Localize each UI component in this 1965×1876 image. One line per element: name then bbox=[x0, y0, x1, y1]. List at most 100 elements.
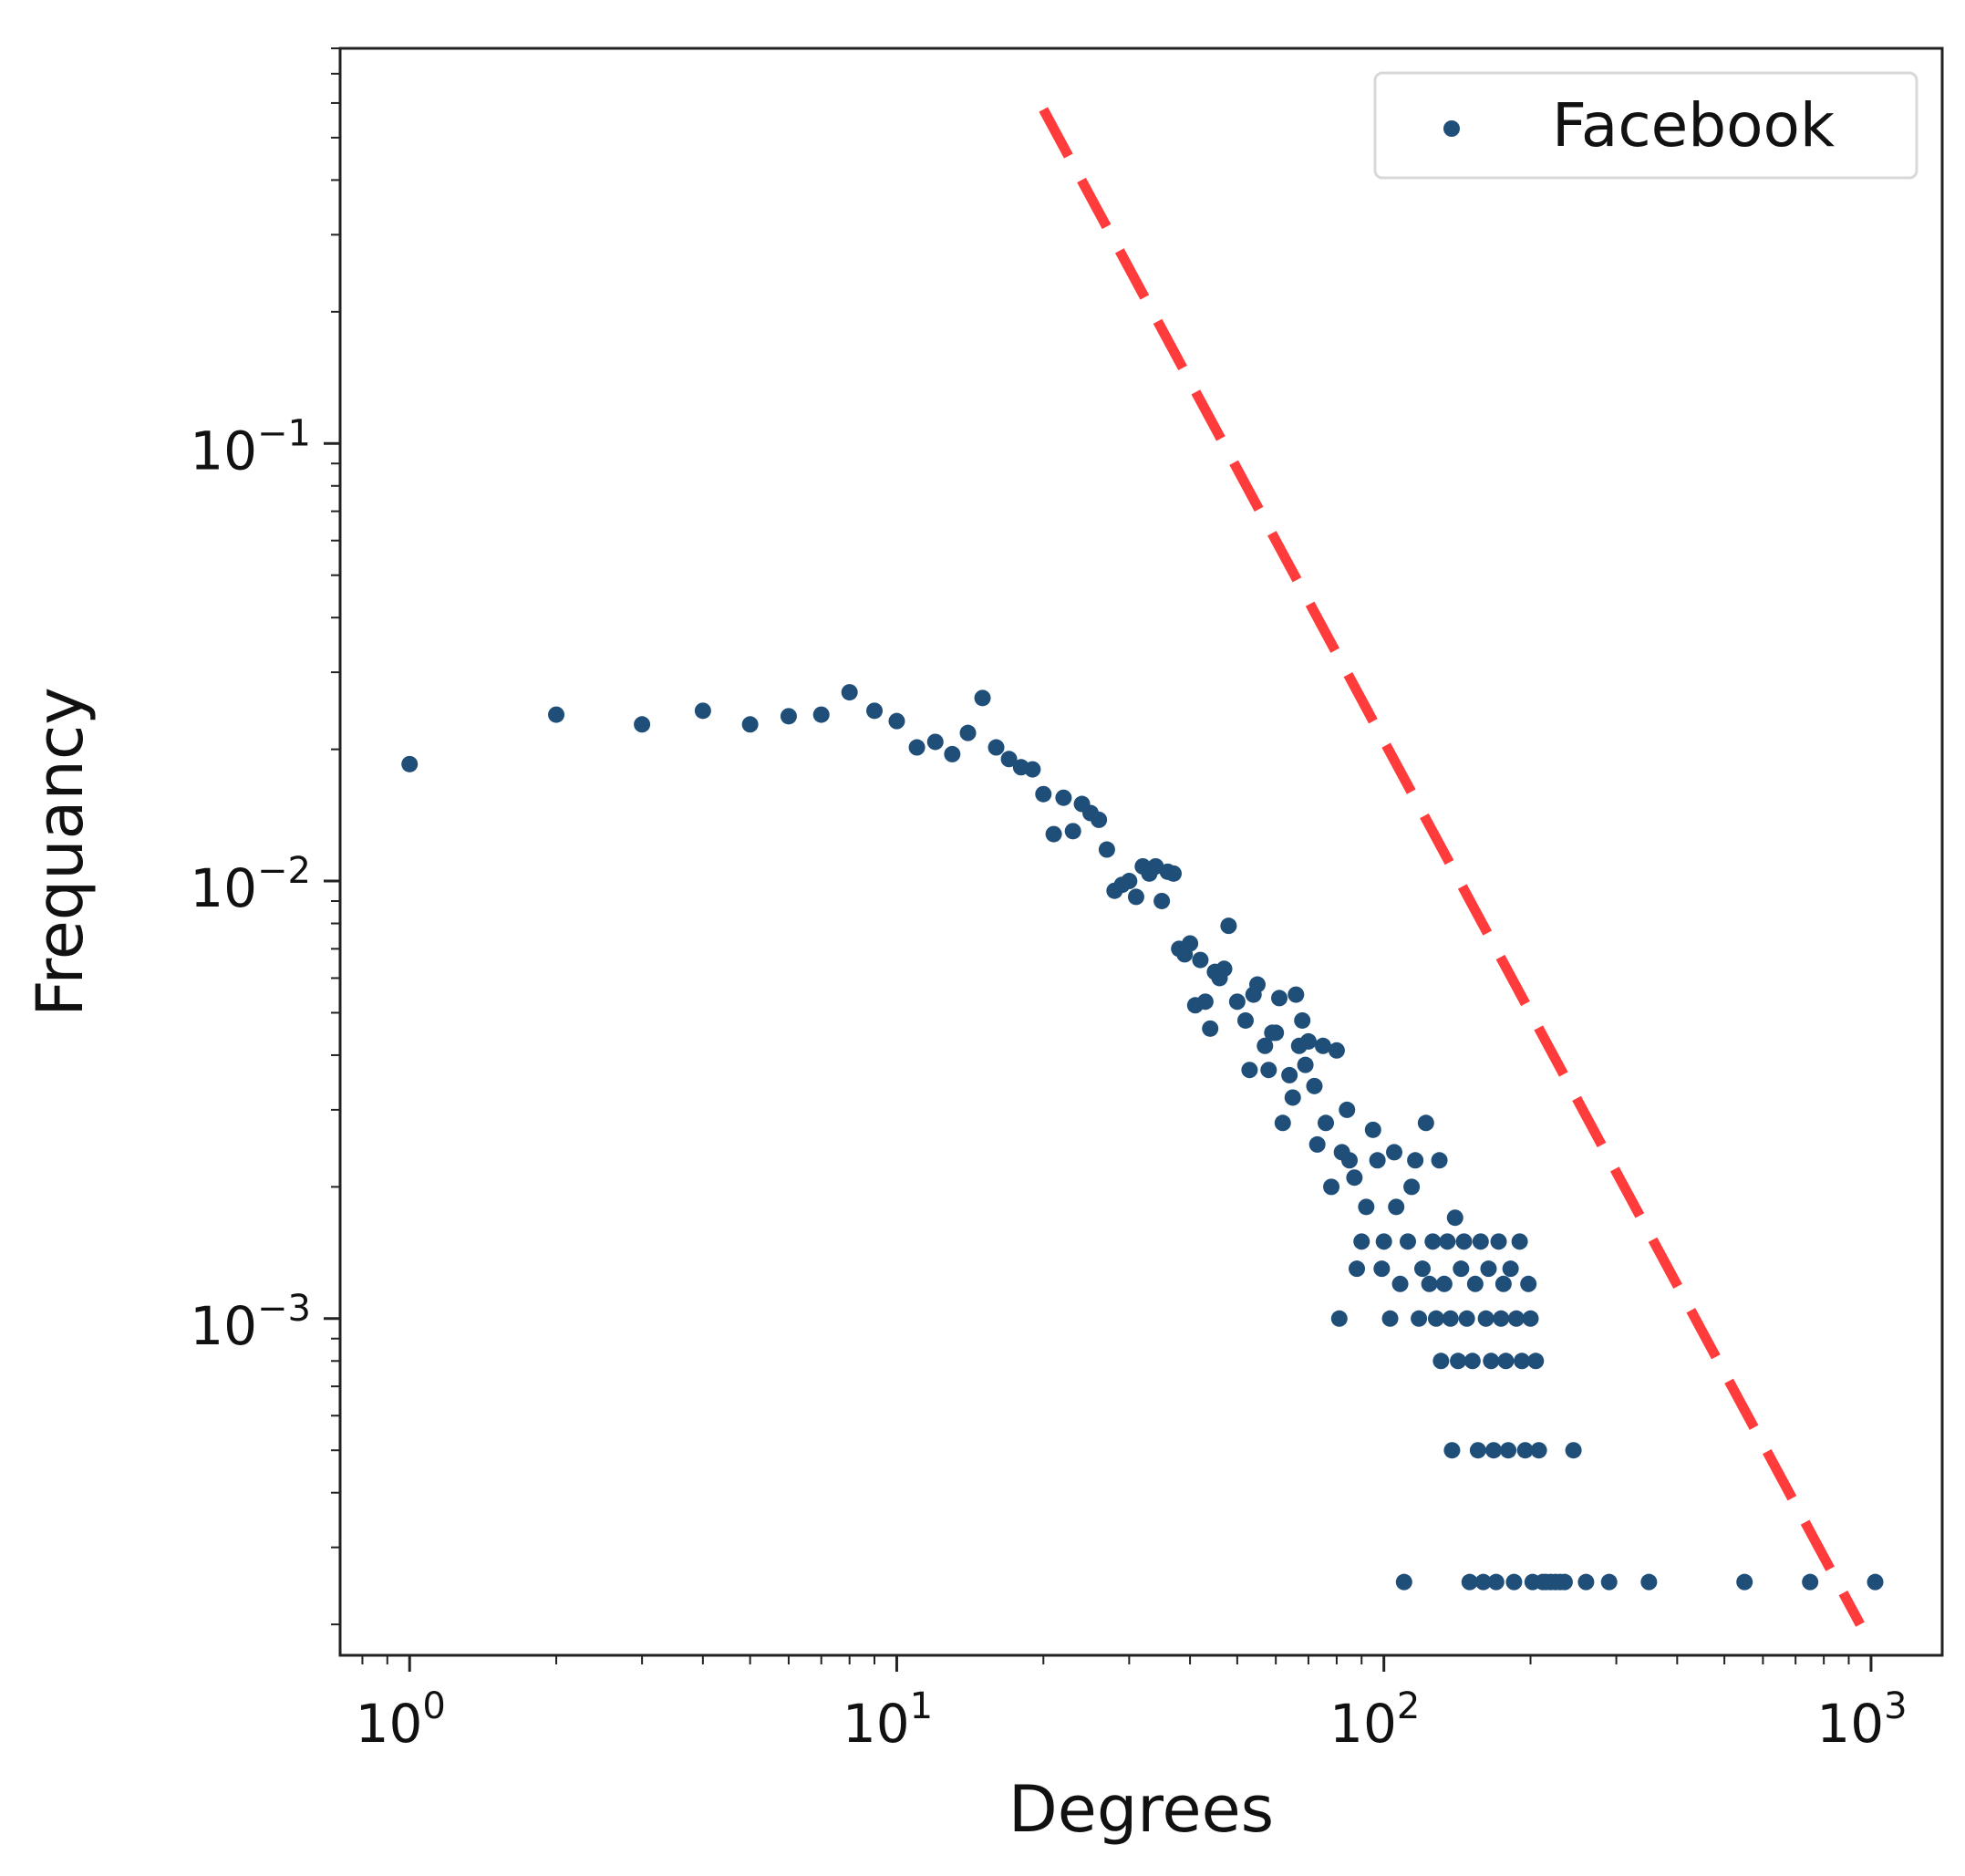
scatter-point bbox=[1349, 1260, 1366, 1278]
scatter-point bbox=[1395, 1573, 1412, 1591]
scatter-point bbox=[1442, 1310, 1459, 1327]
plot-frame bbox=[338, 47, 1944, 1657]
scatter-point bbox=[1386, 1144, 1403, 1161]
scatter-point bbox=[1373, 1260, 1391, 1278]
scatter-point bbox=[1417, 1114, 1434, 1132]
y-tick-label: 10−2 bbox=[190, 850, 311, 919]
scatter-point bbox=[1299, 1032, 1317, 1050]
scatter-point bbox=[1483, 1353, 1500, 1370]
scatter-point bbox=[1375, 1233, 1392, 1250]
scatter-point bbox=[1388, 1198, 1405, 1216]
scatter-point bbox=[1098, 841, 1115, 858]
scatter-point bbox=[1220, 917, 1237, 935]
scatter-point bbox=[1328, 1042, 1345, 1059]
scatter-point bbox=[1369, 1152, 1386, 1169]
scatter-point bbox=[1516, 1442, 1534, 1459]
scatter-point bbox=[1802, 1573, 1819, 1591]
scatter-point bbox=[866, 702, 884, 720]
scatter-point bbox=[1314, 1037, 1331, 1054]
scatter-point bbox=[1505, 1573, 1523, 1591]
scatter-point bbox=[1463, 1353, 1481, 1370]
scatter-point bbox=[1640, 1573, 1658, 1591]
scatter-point bbox=[634, 716, 651, 733]
scatter-point bbox=[1182, 935, 1199, 952]
scatter-point bbox=[959, 724, 977, 741]
scatter-point bbox=[1477, 1310, 1494, 1327]
scatter-point bbox=[944, 745, 961, 762]
scatter-point bbox=[1500, 1442, 1517, 1459]
scatter-point bbox=[1281, 1066, 1298, 1083]
scatter-point bbox=[1450, 1353, 1467, 1370]
scatter-point bbox=[1297, 1056, 1314, 1073]
y-axis-title: Frequancy bbox=[23, 687, 98, 1016]
scatter-point bbox=[1045, 825, 1062, 843]
scatter-point bbox=[1091, 811, 1108, 828]
scatter-point bbox=[1530, 1442, 1547, 1459]
scatter-point bbox=[1494, 1275, 1512, 1292]
legend-marker-facebook bbox=[1443, 120, 1460, 137]
scatter-point bbox=[548, 706, 565, 723]
scatter-point bbox=[1472, 1233, 1489, 1250]
scatter-point bbox=[812, 706, 830, 723]
scatter-point bbox=[1346, 1169, 1363, 1187]
scatter-point bbox=[1736, 1573, 1753, 1591]
legend-label-facebook: Facebook bbox=[1552, 90, 1836, 161]
scatter-point bbox=[1527, 1353, 1545, 1370]
legend-box bbox=[1373, 71, 1918, 180]
scatter-point bbox=[1271, 990, 1288, 1007]
scatter-point bbox=[1424, 1233, 1442, 1250]
scatter-point bbox=[1421, 1275, 1438, 1292]
scatter-point bbox=[1522, 1310, 1539, 1327]
scatter-point bbox=[1399, 1233, 1416, 1250]
scatter-point bbox=[1257, 1037, 1274, 1054]
scatter-point bbox=[1432, 1353, 1450, 1370]
scatter-point bbox=[1474, 1573, 1492, 1591]
scatter-point bbox=[1565, 1442, 1582, 1459]
scatter-point bbox=[1192, 951, 1209, 969]
scatter-point bbox=[1353, 1233, 1370, 1250]
scatter-point bbox=[974, 689, 991, 707]
scatter-point bbox=[1600, 1573, 1618, 1591]
scatter-point bbox=[1469, 1442, 1486, 1459]
scatter-point bbox=[1577, 1573, 1595, 1591]
y-tick-label: 10−1 bbox=[190, 412, 311, 482]
x-tick-label: 103 bbox=[1816, 1685, 1907, 1755]
scatter-point bbox=[1340, 1152, 1358, 1169]
scatter-point bbox=[908, 739, 926, 756]
scatter-point bbox=[1064, 823, 1081, 840]
scatter-point bbox=[1196, 993, 1214, 1011]
scatter-point bbox=[1364, 1121, 1381, 1138]
y-tick-label: 10−3 bbox=[190, 1288, 311, 1357]
scatter-point bbox=[1407, 1152, 1424, 1169]
scatter-point bbox=[1000, 751, 1018, 768]
scatter-point bbox=[1466, 1275, 1484, 1292]
scatter-point bbox=[1493, 1310, 1510, 1327]
scatter-point bbox=[1318, 1114, 1335, 1132]
scatter-point bbox=[1215, 960, 1233, 978]
scatter-point bbox=[1127, 888, 1144, 906]
scatter-point bbox=[1294, 1011, 1311, 1029]
scatter-points-layer bbox=[401, 684, 1884, 1591]
scatter-point bbox=[1455, 1233, 1473, 1250]
scatter-point bbox=[741, 716, 759, 733]
scatter-point bbox=[1121, 873, 1138, 890]
scatter-point bbox=[1284, 1089, 1301, 1106]
scatter-point bbox=[1055, 789, 1072, 806]
scatter-point bbox=[1202, 1020, 1219, 1037]
scatter-point bbox=[1024, 761, 1041, 778]
scatter-point bbox=[1236, 1011, 1254, 1029]
scatter-point bbox=[926, 733, 944, 751]
scatter-point bbox=[780, 708, 797, 725]
scatter-point bbox=[1241, 1062, 1258, 1079]
scatter-point bbox=[1453, 1260, 1470, 1278]
scatter-point bbox=[1431, 1152, 1448, 1169]
scatter-point bbox=[1165, 865, 1183, 882]
scatter-point bbox=[1490, 1233, 1507, 1250]
scatter-point bbox=[1267, 1024, 1285, 1042]
scatter-point bbox=[841, 684, 858, 701]
scatter-point bbox=[1435, 1275, 1453, 1292]
scatter-point bbox=[1485, 1442, 1503, 1459]
scatter-point bbox=[1556, 1573, 1573, 1591]
x-tick-label: 101 bbox=[843, 1685, 933, 1755]
